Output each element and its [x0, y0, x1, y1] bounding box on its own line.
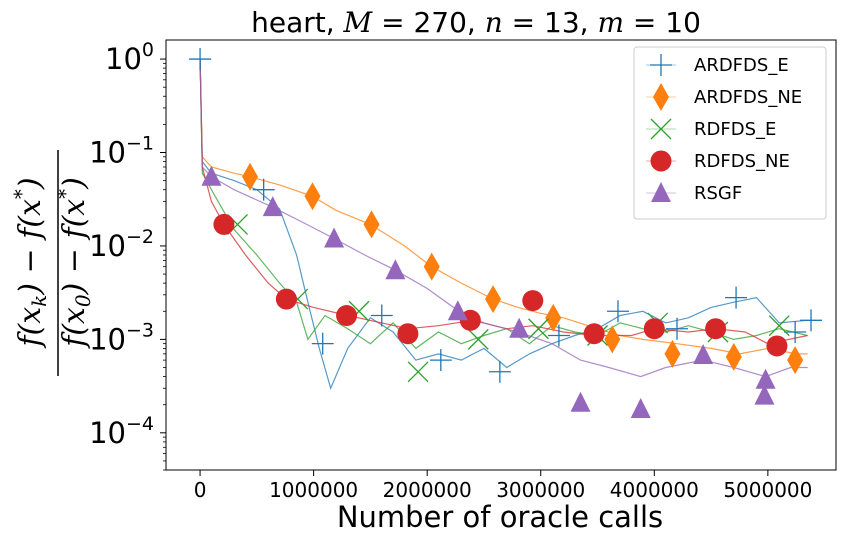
ardfds-e-marker — [725, 286, 748, 309]
legend-entry-rdfds-e: RDFDS_E — [646, 118, 776, 140]
ardfds-e-marker — [800, 309, 823, 332]
x-tick-label: 0 — [194, 478, 207, 502]
legend-label-ardfds-e: ARDFDS_E — [694, 55, 789, 76]
y-tick-label: 10−2 — [89, 226, 154, 263]
rdfds-e-line — [199, 59, 808, 350]
y-tick-label: 10−1 — [89, 133, 154, 170]
ardfds-e-marker — [370, 304, 393, 327]
rdfds-ne-marker — [705, 318, 727, 340]
ardfds-ne-marker — [485, 285, 502, 314]
ardfds-ne-marker — [787, 346, 804, 375]
rsgf-marker — [755, 368, 776, 389]
y-label-denominator: f(x0) − f(x*) — [53, 177, 95, 349]
legend-rsgf-marker — [651, 182, 671, 202]
rdfds-ne-marker — [336, 305, 358, 327]
rsgf-marker — [509, 317, 530, 338]
y-label-numerator: f(xk) − f(x*) — [9, 177, 51, 348]
ardfds-e-marker — [189, 48, 212, 71]
ardfds-e-marker — [666, 317, 689, 340]
title-m-value: = 10 — [624, 6, 701, 39]
legend-ardfds-e-marker — [650, 54, 672, 76]
legend-entry-ardfds-ne: ARDFDS_NE — [646, 83, 802, 111]
rsgf-line — [199, 59, 808, 378]
legend-label-rdfds-e: RDFDS_E — [694, 119, 776, 140]
legend-ardfds-ne-marker — [653, 83, 669, 111]
rsgf-marker — [693, 344, 714, 365]
rsgf-marker — [630, 397, 651, 418]
rdfds-ne-marker — [213, 213, 235, 235]
rdfds-ne-marker — [522, 290, 544, 312]
x-tick-label: 5000000 — [723, 478, 812, 502]
title-M-symbol: M — [343, 6, 374, 39]
rdfds-e-marker — [467, 328, 489, 350]
rdfds-e-marker — [768, 315, 790, 337]
x-tick-label: 4000000 — [610, 478, 699, 502]
ardfds-ne-marker — [664, 339, 681, 368]
x-tick-label: 2000000 — [383, 478, 472, 502]
rdfds-ne-marker — [397, 323, 419, 345]
x-axis-label: Number of oracle calls — [337, 500, 663, 534]
title-M-value: = 270, — [372, 6, 485, 39]
title-m-symbol: m — [597, 6, 624, 39]
rsgf-marker — [447, 300, 468, 321]
chart-title: heart, M = 270, n = 13, m = 10 — [251, 6, 701, 39]
rdfds-e-marker — [407, 361, 429, 383]
legend-rdfds-ne-marker — [650, 150, 672, 172]
legend-label-rdfds-ne: RDFDS_NE — [694, 151, 790, 172]
legend-box — [633, 46, 827, 220]
title-n-symbol: n — [485, 6, 503, 39]
rdfds-ne-marker — [275, 288, 297, 310]
rdfds-ne-marker — [766, 335, 788, 357]
y-tick-label: 100 — [105, 39, 154, 76]
ardfds-ne-marker — [242, 162, 259, 191]
ardfds-ne-marker — [363, 210, 380, 239]
ardfds-e-marker — [488, 360, 511, 383]
y-tick-label: 10−4 — [89, 413, 154, 450]
ardfds-e-marker — [606, 300, 629, 323]
ardfds-e-marker — [311, 332, 334, 355]
rsgf-marker — [324, 227, 345, 248]
ardfds-ne-marker — [725, 342, 742, 371]
legend-rdfds-e-marker — [650, 118, 672, 140]
x-tick-label: 3000000 — [496, 478, 585, 502]
legend: ARDFDS_E ARDFDS_NE RDFDS_E RDFDS_NE RSGF — [633, 46, 827, 220]
legend-entry-rdfds-ne: RDFDS_NE — [646, 150, 790, 172]
plot-frame — [165, 39, 837, 471]
ardfds-e-marker — [252, 178, 275, 201]
rsgf-marker — [570, 391, 591, 412]
svg-text:heart, M = 270, n = 13, m = 10: heart, M = 270, n = 13, m = 10 — [251, 6, 701, 39]
title-dataset: heart, — [251, 6, 343, 39]
legend-entry-ardfds-e: ARDFDS_E — [646, 54, 789, 76]
ardfds-ne-marker — [545, 303, 562, 332]
ardfds-e-marker — [429, 349, 452, 372]
ardfds-e-line — [199, 59, 808, 390]
rdfds-ne-marker — [643, 318, 665, 340]
rdfds-ne-line — [199, 59, 808, 345]
legend-entry-rsgf: RSGF — [646, 182, 742, 204]
ardfds-e-marker — [784, 320, 807, 343]
rsgf-marker — [385, 259, 406, 280]
ardfds-e-marker — [547, 324, 570, 347]
y-axis-label: f(xk) − f(x*) f(x0) − f(x*) — [9, 150, 95, 376]
legend-label-rsgf: RSGF — [694, 183, 742, 204]
axis-ticks: 0 1000000 2000000 3000000 4000000 5000000 100 1… — [89, 39, 812, 502]
rdfds-ne-marker — [583, 323, 605, 345]
series-markers — [189, 48, 823, 418]
title-n-value: = 13, — [503, 6, 598, 39]
rsgf-marker — [201, 165, 222, 186]
ardfds-ne-marker — [423, 252, 440, 281]
ardfds-ne-marker — [304, 182, 321, 211]
rdfds-e-marker — [528, 318, 549, 340]
legend-label-ardfds-ne: ARDFDS_NE — [694, 87, 802, 108]
ardfds-ne-marker — [604, 325, 621, 354]
y-tick-label: 10−3 — [89, 319, 154, 356]
x-tick-label: 1000000 — [269, 478, 358, 502]
rsgf-marker — [754, 384, 775, 405]
rsgf-marker — [262, 196, 283, 217]
series-lines — [199, 59, 808, 390]
